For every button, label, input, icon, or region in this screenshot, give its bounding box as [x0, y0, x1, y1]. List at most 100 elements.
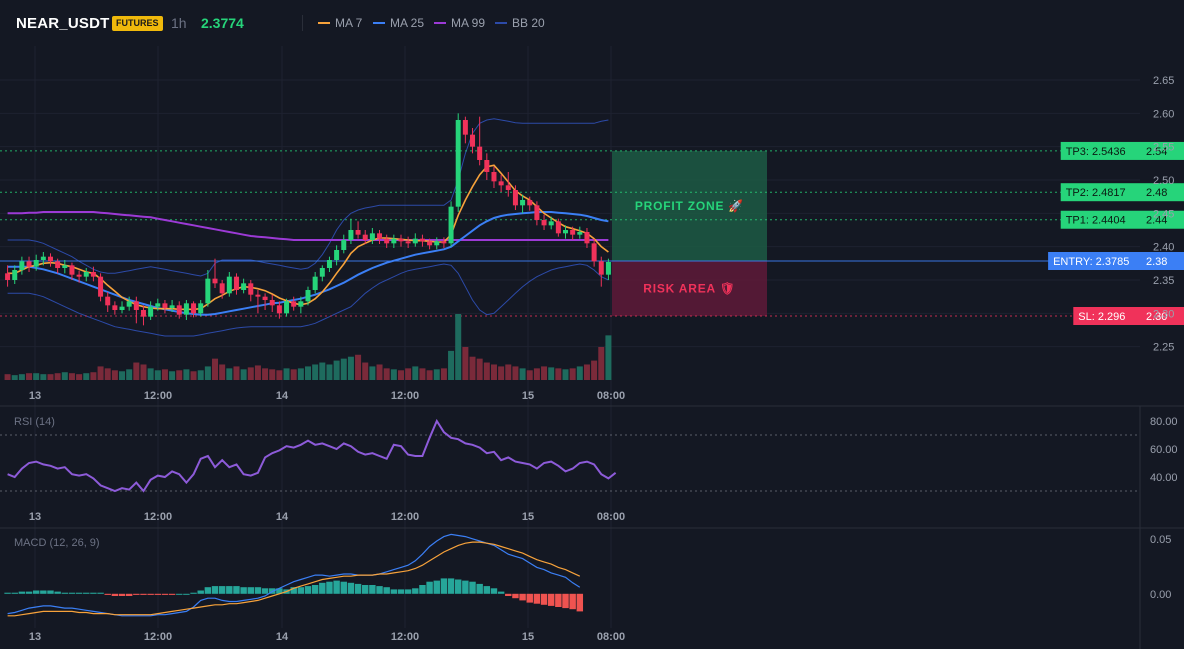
macd-hist-bar — [469, 581, 476, 594]
candle-body — [455, 120, 461, 207]
volume-bar — [97, 366, 104, 380]
macd-hist-bar — [25, 591, 33, 594]
volume-bar — [254, 365, 261, 380]
legend-bb20-label: BB 20 — [512, 16, 545, 30]
macd-hist-bar — [125, 593, 133, 596]
candle-body — [384, 238, 390, 244]
volume-bar — [562, 369, 569, 380]
tp3-axis-value: 2.54 — [1146, 146, 1167, 158]
volume-bar — [355, 354, 362, 380]
candle-body — [577, 232, 583, 235]
legend-ma25[interactable]: MA 25 — [373, 16, 424, 30]
time-tick: 12:00 — [391, 631, 419, 643]
volume-bar — [469, 356, 476, 380]
macd-hist-bar — [555, 593, 562, 607]
volume-bar — [240, 369, 247, 380]
tp2-label-tag — [1060, 183, 1140, 202]
volume-bar — [333, 360, 340, 380]
symbol-name[interactable]: NEAR_USDT — [16, 15, 110, 32]
volume-bar — [505, 364, 512, 380]
tp3-label-text: TP3: 2.5436 — [1066, 146, 1126, 158]
candle-body — [76, 274, 82, 277]
candle-body — [348, 230, 354, 240]
candle-body — [155, 303, 161, 307]
candle-body — [405, 241, 411, 244]
macd-hist-bar — [540, 593, 548, 605]
legend-bb20[interactable]: BB 20 — [495, 16, 545, 30]
volume-bar — [133, 362, 140, 380]
volume-bar — [533, 368, 540, 380]
bb-upper-line — [7, 118, 609, 277]
legend-ma99[interactable]: MA 99 — [434, 16, 485, 30]
candlesticks — [5, 113, 611, 326]
ma7-swatch-icon — [318, 22, 330, 24]
macd-hist-bar — [340, 581, 347, 594]
candle-body — [33, 260, 39, 267]
volume-bar — [68, 373, 75, 380]
price-tick: 2.55 — [1153, 142, 1174, 154]
macd-hist-bar — [68, 592, 76, 594]
volume-bar — [169, 371, 176, 380]
candle-body — [584, 232, 590, 244]
macd-hist-bar — [190, 592, 197, 594]
last-price: 2.3774 — [201, 15, 244, 31]
macd-hist-bar — [240, 587, 247, 594]
rsi-pane: 80.00 60.00 40.00 13 12:00 14 12:00 15 08:00 — [0, 416, 1178, 523]
volume-bar — [526, 370, 533, 380]
macd-hist-bar — [462, 580, 469, 594]
profit-zone-label: PROFIT ZONE 🚀 — [635, 199, 744, 213]
candle-body — [55, 261, 61, 268]
trade-levels: 2.54 TP3: 2.5436 2.48 TP2: 2.4817 2.44 TP1: 2… — [0, 141, 1184, 325]
candle-body — [605, 262, 611, 275]
volume-bar — [376, 364, 383, 380]
macd-hist-bar — [419, 585, 426, 594]
candle-body — [427, 241, 433, 246]
ma99-swatch-icon — [434, 22, 446, 24]
bollinger-bands — [7, 118, 609, 337]
macd-hist-bar — [32, 590, 40, 594]
volume-bar — [111, 370, 118, 380]
volume-bar — [598, 347, 605, 380]
volume-bar — [226, 368, 233, 380]
timeframe-label[interactable]: 1h — [171, 15, 187, 31]
volume-bar — [61, 372, 68, 380]
volume-bar — [283, 368, 290, 380]
macd-hist-bar — [61, 592, 69, 594]
legend-ma99-label: MA 99 — [451, 16, 486, 30]
volume-bar — [233, 366, 240, 380]
time-tick: 12:00 — [144, 390, 172, 402]
macd-hist-bar — [304, 586, 312, 594]
time-tick: 12:00 — [391, 511, 419, 523]
candle-body — [398, 238, 404, 242]
candle-body — [570, 230, 576, 235]
candle-body — [241, 283, 247, 290]
candle-body — [212, 278, 218, 284]
risk-zone-label: RISK AREA 🛡 — [643, 282, 735, 296]
macd-hist-bar — [104, 593, 111, 595]
legend-ma7[interactable]: MA 7 — [318, 16, 362, 30]
candle-body — [534, 205, 540, 220]
risk-zone — [612, 261, 767, 316]
price-tick: 2.45 — [1153, 208, 1174, 220]
volume-bar — [569, 368, 576, 380]
candle-body — [391, 238, 397, 244]
macd-hist-bar — [247, 587, 254, 594]
macd-title: MACD (12, 26, 9) — [14, 537, 100, 549]
candle-body — [233, 276, 239, 290]
volume-bar — [433, 369, 440, 380]
volume-bar — [369, 366, 376, 380]
tp2-axis-tag — [1140, 183, 1184, 202]
macd-hist-bar — [433, 580, 440, 594]
legend-ma7-label: MA 7 — [335, 16, 363, 30]
volume-bar — [183, 369, 190, 380]
macd-hist-bar — [40, 590, 47, 594]
candle-body — [105, 296, 111, 306]
volume-bar — [47, 374, 54, 380]
header-divider — [302, 15, 303, 31]
candle-body — [541, 220, 547, 226]
macd-hist-bar — [147, 593, 154, 595]
macd-hist-bar — [326, 581, 333, 594]
rsi-line — [7, 418, 617, 493]
macd-hist-bar — [533, 593, 541, 604]
